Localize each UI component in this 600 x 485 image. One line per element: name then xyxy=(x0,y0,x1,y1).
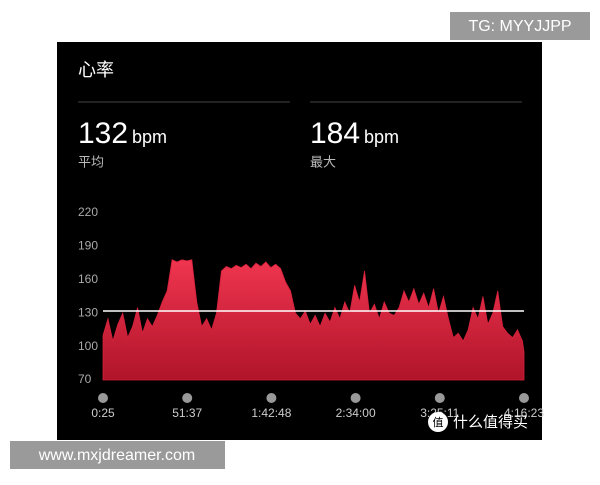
y-tick-label: 70 xyxy=(78,372,92,386)
x-tick-dot xyxy=(434,393,445,403)
x-tick-dot xyxy=(266,393,277,403)
logo xyxy=(428,412,448,432)
heart-rate-area xyxy=(102,259,525,381)
x-tick-label: 51:37 xyxy=(172,406,202,420)
x-tick-dot xyxy=(519,393,529,403)
y-tick-label: 160 xyxy=(78,272,98,286)
x-tick-dot xyxy=(98,393,108,403)
watermark-box xyxy=(450,12,590,40)
watermark: www.mxjdreamer.com xyxy=(38,447,195,464)
stat-value: 132 xyxy=(78,117,128,150)
stat-label: 平均 xyxy=(78,154,104,169)
x-tick-label: 4:16:23 xyxy=(504,406,544,420)
y-tick-label: 100 xyxy=(78,339,98,353)
title: 心率 xyxy=(78,60,114,80)
stat-label: 最大 xyxy=(310,154,336,169)
x-tick-label: 1:42:48 xyxy=(251,406,291,420)
y-tick-label: 220 xyxy=(78,205,98,219)
y-tick-label: 130 xyxy=(78,305,98,319)
watermark: 什么值得买 xyxy=(453,414,528,431)
x-tick-dot xyxy=(182,393,193,403)
x-tick-dot xyxy=(350,393,361,403)
x-tick-label: 2:34:00 xyxy=(336,406,376,420)
logo-glyph: 值 xyxy=(433,416,444,429)
x-tick-label: 0:25 xyxy=(91,406,115,420)
plot: 220 190 160 130 100 70 0:25 51:37 1:42:48 2:34:00… xyxy=(78,205,544,420)
stat-value: 184 xyxy=(310,117,360,150)
stat-unit: bpm xyxy=(364,127,399,147)
y-tick-label: 190 xyxy=(78,239,98,253)
stat-unit: bpm xyxy=(132,127,167,147)
watermark: TG: MYYJJPP xyxy=(468,18,571,35)
watermark-box xyxy=(10,441,225,469)
